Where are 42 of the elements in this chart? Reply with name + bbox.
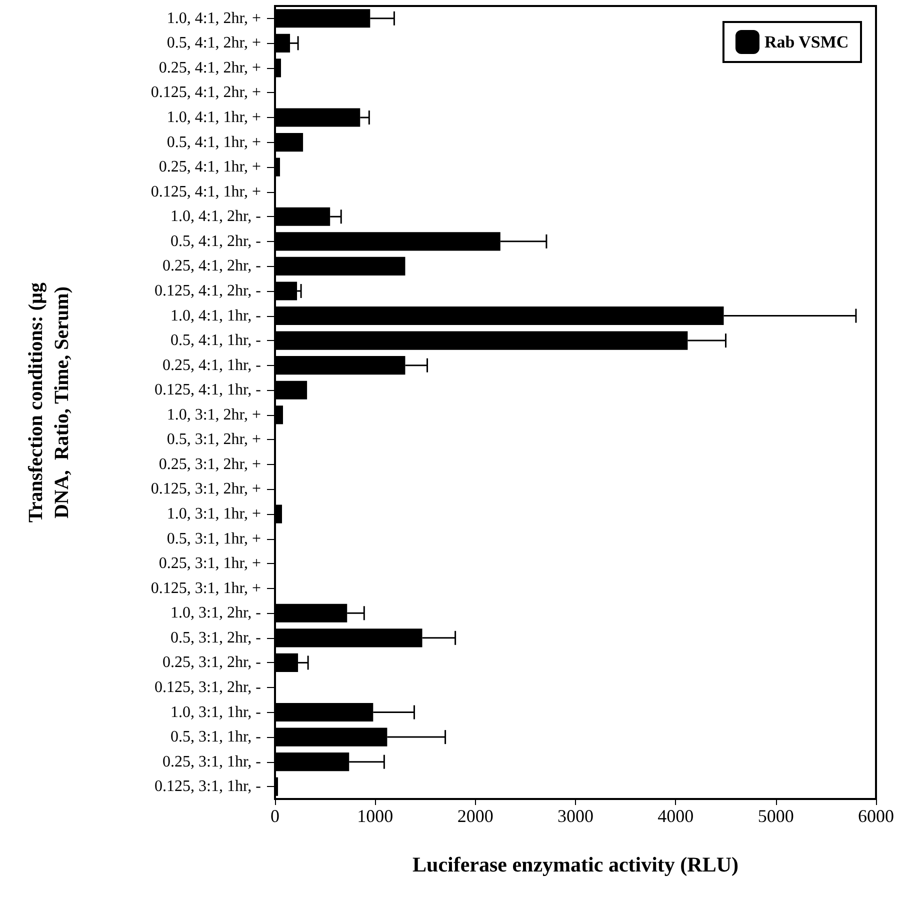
y-tick-label: 1.0, 4:1, 1hr, + (166, 109, 261, 126)
y-tick-label: 1.0, 4:1, 2hr, + (166, 10, 261, 27)
x-tick-label: 1000 (357, 806, 394, 826)
y-tick-label: 0.5, 4:1, 2hr, - (170, 232, 261, 250)
y-tick-label: 1.0, 3:1, 2hr, - (170, 604, 261, 622)
y-tick-label: 0.25, 4:1, 1hr, - (162, 356, 261, 374)
y-tick-label: 0.25, 3:1, 1hr, - (162, 753, 261, 770)
x-tick-label: 5000 (758, 806, 794, 826)
y-tick-label: 0.5, 4:1, 1hr, - (170, 332, 261, 350)
y-tick-label: 0.25, 3:1, 2hr, + (158, 456, 261, 473)
y-tick-label: 0.5, 3:1, 2hr, - (170, 629, 261, 646)
y-tick-label: 0.5, 3:1, 1hr, - (170, 728, 261, 746)
y-tick-label: 0.25, 3:1, 1hr, + (158, 555, 261, 572)
y-tick-label: 0.5, 3:1, 1hr, + (166, 530, 261, 548)
y-tick-label: 0.25, 4:1, 2hr, - (162, 258, 261, 275)
y-tick-label: 1.0, 3:1, 2hr, + (166, 406, 261, 424)
y-tick-label: 0.125, 4:1, 1hr, - (154, 382, 261, 399)
y-tick-label: 0.25, 3:1, 2hr, - (162, 654, 261, 672)
y-tick-label: 0.125, 3:1, 1hr, - (154, 778, 261, 796)
y-tick-label: 1.0, 3:1, 1hr, + (166, 506, 261, 523)
y-tick-label: 0.125, 4:1, 2hr, + (150, 84, 261, 102)
y-tick-label: 1.0, 4:1, 1hr, - (170, 307, 261, 324)
legend-label: Rab VSMC (764, 32, 849, 52)
y-tick-label: 0.125, 3:1, 2hr, - (154, 678, 261, 696)
x-tick-label: 0 (270, 806, 280, 826)
y-tick-label: 0.25, 4:1, 2hr, + (158, 59, 261, 76)
y-tick-label: 0.5, 4:1, 2hr, + (166, 34, 261, 52)
y-axis-title: Transfection conditions: (µg DNA, Ratio, Time, Serum) (25, 282, 73, 523)
x-axis-title: Luciferase enzymatic activity (RLU) (412, 852, 738, 876)
y-tick-label: 0.5, 4:1, 1hr, + (166, 134, 261, 151)
y-tick-label: 0.125, 4:1, 1hr, + (150, 183, 261, 200)
y-tick-label: 0.25, 4:1, 1hr, + (158, 158, 261, 176)
y-tick-label: 0.125, 4:1, 2hr, - (154, 282, 261, 300)
y-tick-label: 1.0, 3:1, 1hr, - (170, 704, 261, 721)
y-tick-label: 0.125, 3:1, 1hr, + (150, 580, 261, 597)
x-tick-label: 6000 (858, 806, 894, 826)
y-tick-label: 0.125, 3:1, 2hr, + (150, 480, 261, 498)
x-tick-label: 2000 (457, 806, 494, 826)
y-tick-label: 0.5, 3:1, 2hr, + (166, 431, 261, 448)
x-tick-label: 4000 (658, 806, 694, 826)
x-tick-label: 3000 (558, 806, 594, 826)
y-tick-label: 1.0, 4:1, 2hr, - (170, 208, 261, 226)
